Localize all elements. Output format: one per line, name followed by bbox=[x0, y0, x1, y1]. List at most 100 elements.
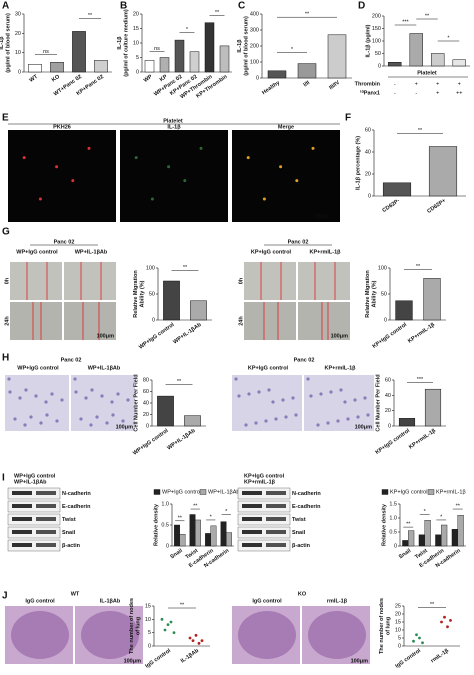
dot bbox=[412, 639, 415, 643]
bar bbox=[179, 534, 186, 547]
bar bbox=[189, 514, 196, 547]
bar bbox=[424, 520, 431, 547]
legend-label: WP+IL-1βAb bbox=[208, 489, 239, 495]
y-axis-label: Ability (%) bbox=[139, 280, 145, 307]
x-tick-label: rmIL-1β bbox=[430, 648, 450, 665]
bar bbox=[423, 278, 441, 321]
bar bbox=[219, 45, 230, 73]
bar bbox=[428, 146, 458, 197]
bar bbox=[220, 521, 227, 547]
row-label: 24h bbox=[238, 316, 244, 326]
bar bbox=[226, 532, 232, 547]
x-tick-label: WP bbox=[143, 74, 154, 84]
cell-spot bbox=[274, 417, 278, 421]
blot bbox=[7, 526, 61, 539]
cell-spot bbox=[167, 165, 171, 169]
bar bbox=[435, 534, 442, 547]
column-label: WP+IL-1βAb bbox=[88, 365, 121, 371]
y-axis-label: (pg/ml of blood serum) bbox=[243, 16, 249, 76]
y-tick-label: 5 bbox=[136, 55, 139, 61]
sig-label: ns bbox=[154, 46, 160, 52]
micrograph bbox=[244, 262, 296, 300]
y-axis-label: IL-1β percentage (%) bbox=[355, 136, 361, 190]
y-axis-label: IL-1β bbox=[0, 36, 5, 50]
column-label: KP+IgG control bbox=[244, 473, 285, 479]
row-label: Twist bbox=[62, 517, 76, 523]
cell-spot bbox=[316, 423, 320, 427]
y-tick-label: 0 bbox=[18, 69, 21, 75]
x-tick-label: WP+IL-1βAb bbox=[166, 428, 197, 452]
blot bbox=[7, 539, 61, 552]
image-title: KO bbox=[298, 591, 307, 597]
y-tick-label: 0 bbox=[166, 543, 169, 549]
dot bbox=[197, 641, 201, 645]
y-tick-label: 100 bbox=[372, 38, 381, 44]
y-tick-label: 1.0 bbox=[161, 501, 169, 507]
scale-bar-label: 20μm bbox=[314, 213, 328, 219]
blot bbox=[7, 487, 61, 500]
y-tick-label: 40 bbox=[365, 149, 371, 155]
y-tick-label: 0 bbox=[256, 75, 259, 81]
row-label: 24h bbox=[4, 316, 10, 326]
x-tick-label: CD62P- bbox=[382, 198, 402, 214]
x-tick-label: KO bbox=[51, 73, 62, 83]
sig-label: ** bbox=[193, 503, 198, 509]
y-tick-label: 10 bbox=[395, 627, 401, 633]
bar bbox=[159, 57, 170, 73]
cell-spot bbox=[18, 396, 22, 400]
row-label: β-actin bbox=[62, 543, 81, 549]
cell-spot bbox=[246, 156, 250, 160]
x-tick-label: WP+IL-1βAb bbox=[172, 322, 203, 346]
y-tick-label: 25 bbox=[395, 603, 401, 609]
cell-spot bbox=[24, 388, 28, 392]
y-tick-label: 0 bbox=[398, 643, 401, 649]
bar bbox=[157, 395, 174, 427]
bar bbox=[210, 525, 217, 547]
y-tick-label: 0 bbox=[368, 193, 371, 199]
cell-spot bbox=[55, 165, 59, 169]
image-title: Panc 02 bbox=[61, 357, 82, 363]
column-label: KP+rmIL-1β bbox=[309, 249, 341, 255]
bar bbox=[195, 519, 201, 547]
panel-letter: H bbox=[2, 353, 9, 364]
cell-spot bbox=[90, 388, 94, 392]
cell-spot bbox=[294, 413, 298, 417]
bar bbox=[174, 39, 185, 73]
dot bbox=[443, 615, 446, 619]
y-tick-label: 100 bbox=[378, 265, 387, 271]
sig-label: * bbox=[225, 509, 228, 515]
channel-label: PKH26 bbox=[53, 124, 71, 130]
cell-spot bbox=[262, 197, 266, 201]
y-tick-label: 10 bbox=[133, 40, 139, 46]
x-tick-label: CD62P+ bbox=[426, 198, 447, 215]
column-label: WP+IgG control bbox=[14, 473, 56, 479]
cell-spot bbox=[134, 156, 138, 160]
sig-label: *** bbox=[417, 377, 424, 383]
y-tick-label: 100 bbox=[146, 265, 155, 271]
tissue bbox=[238, 611, 296, 659]
row-label: N-cadherin bbox=[292, 491, 321, 497]
cell-spot bbox=[234, 377, 238, 381]
cell-spot bbox=[264, 419, 268, 423]
cell-spot bbox=[38, 197, 42, 201]
micrograph bbox=[71, 375, 135, 431]
cell-spot bbox=[353, 398, 357, 402]
y-tick-label: 0 bbox=[146, 423, 149, 429]
sig-label: ** bbox=[406, 522, 411, 528]
cell-spot bbox=[79, 417, 83, 421]
cell-spot bbox=[74, 390, 78, 394]
column-label: rmIL-1β bbox=[327, 598, 348, 604]
dot bbox=[163, 628, 167, 632]
y-tick-label: 20 bbox=[15, 31, 21, 37]
column-label: IgG control bbox=[25, 598, 55, 604]
row-label: N-cadherin bbox=[62, 491, 91, 497]
cell-spot bbox=[363, 396, 367, 400]
bar bbox=[441, 524, 448, 547]
bar bbox=[327, 34, 347, 79]
y-tick-label: 0 bbox=[388, 423, 391, 429]
micrograph bbox=[304, 375, 374, 431]
sig-label: ** bbox=[177, 379, 182, 385]
y-tick-label: 50 bbox=[375, 51, 381, 57]
y-tick-label: 1.0 bbox=[389, 515, 397, 521]
cell-spot bbox=[309, 394, 313, 398]
